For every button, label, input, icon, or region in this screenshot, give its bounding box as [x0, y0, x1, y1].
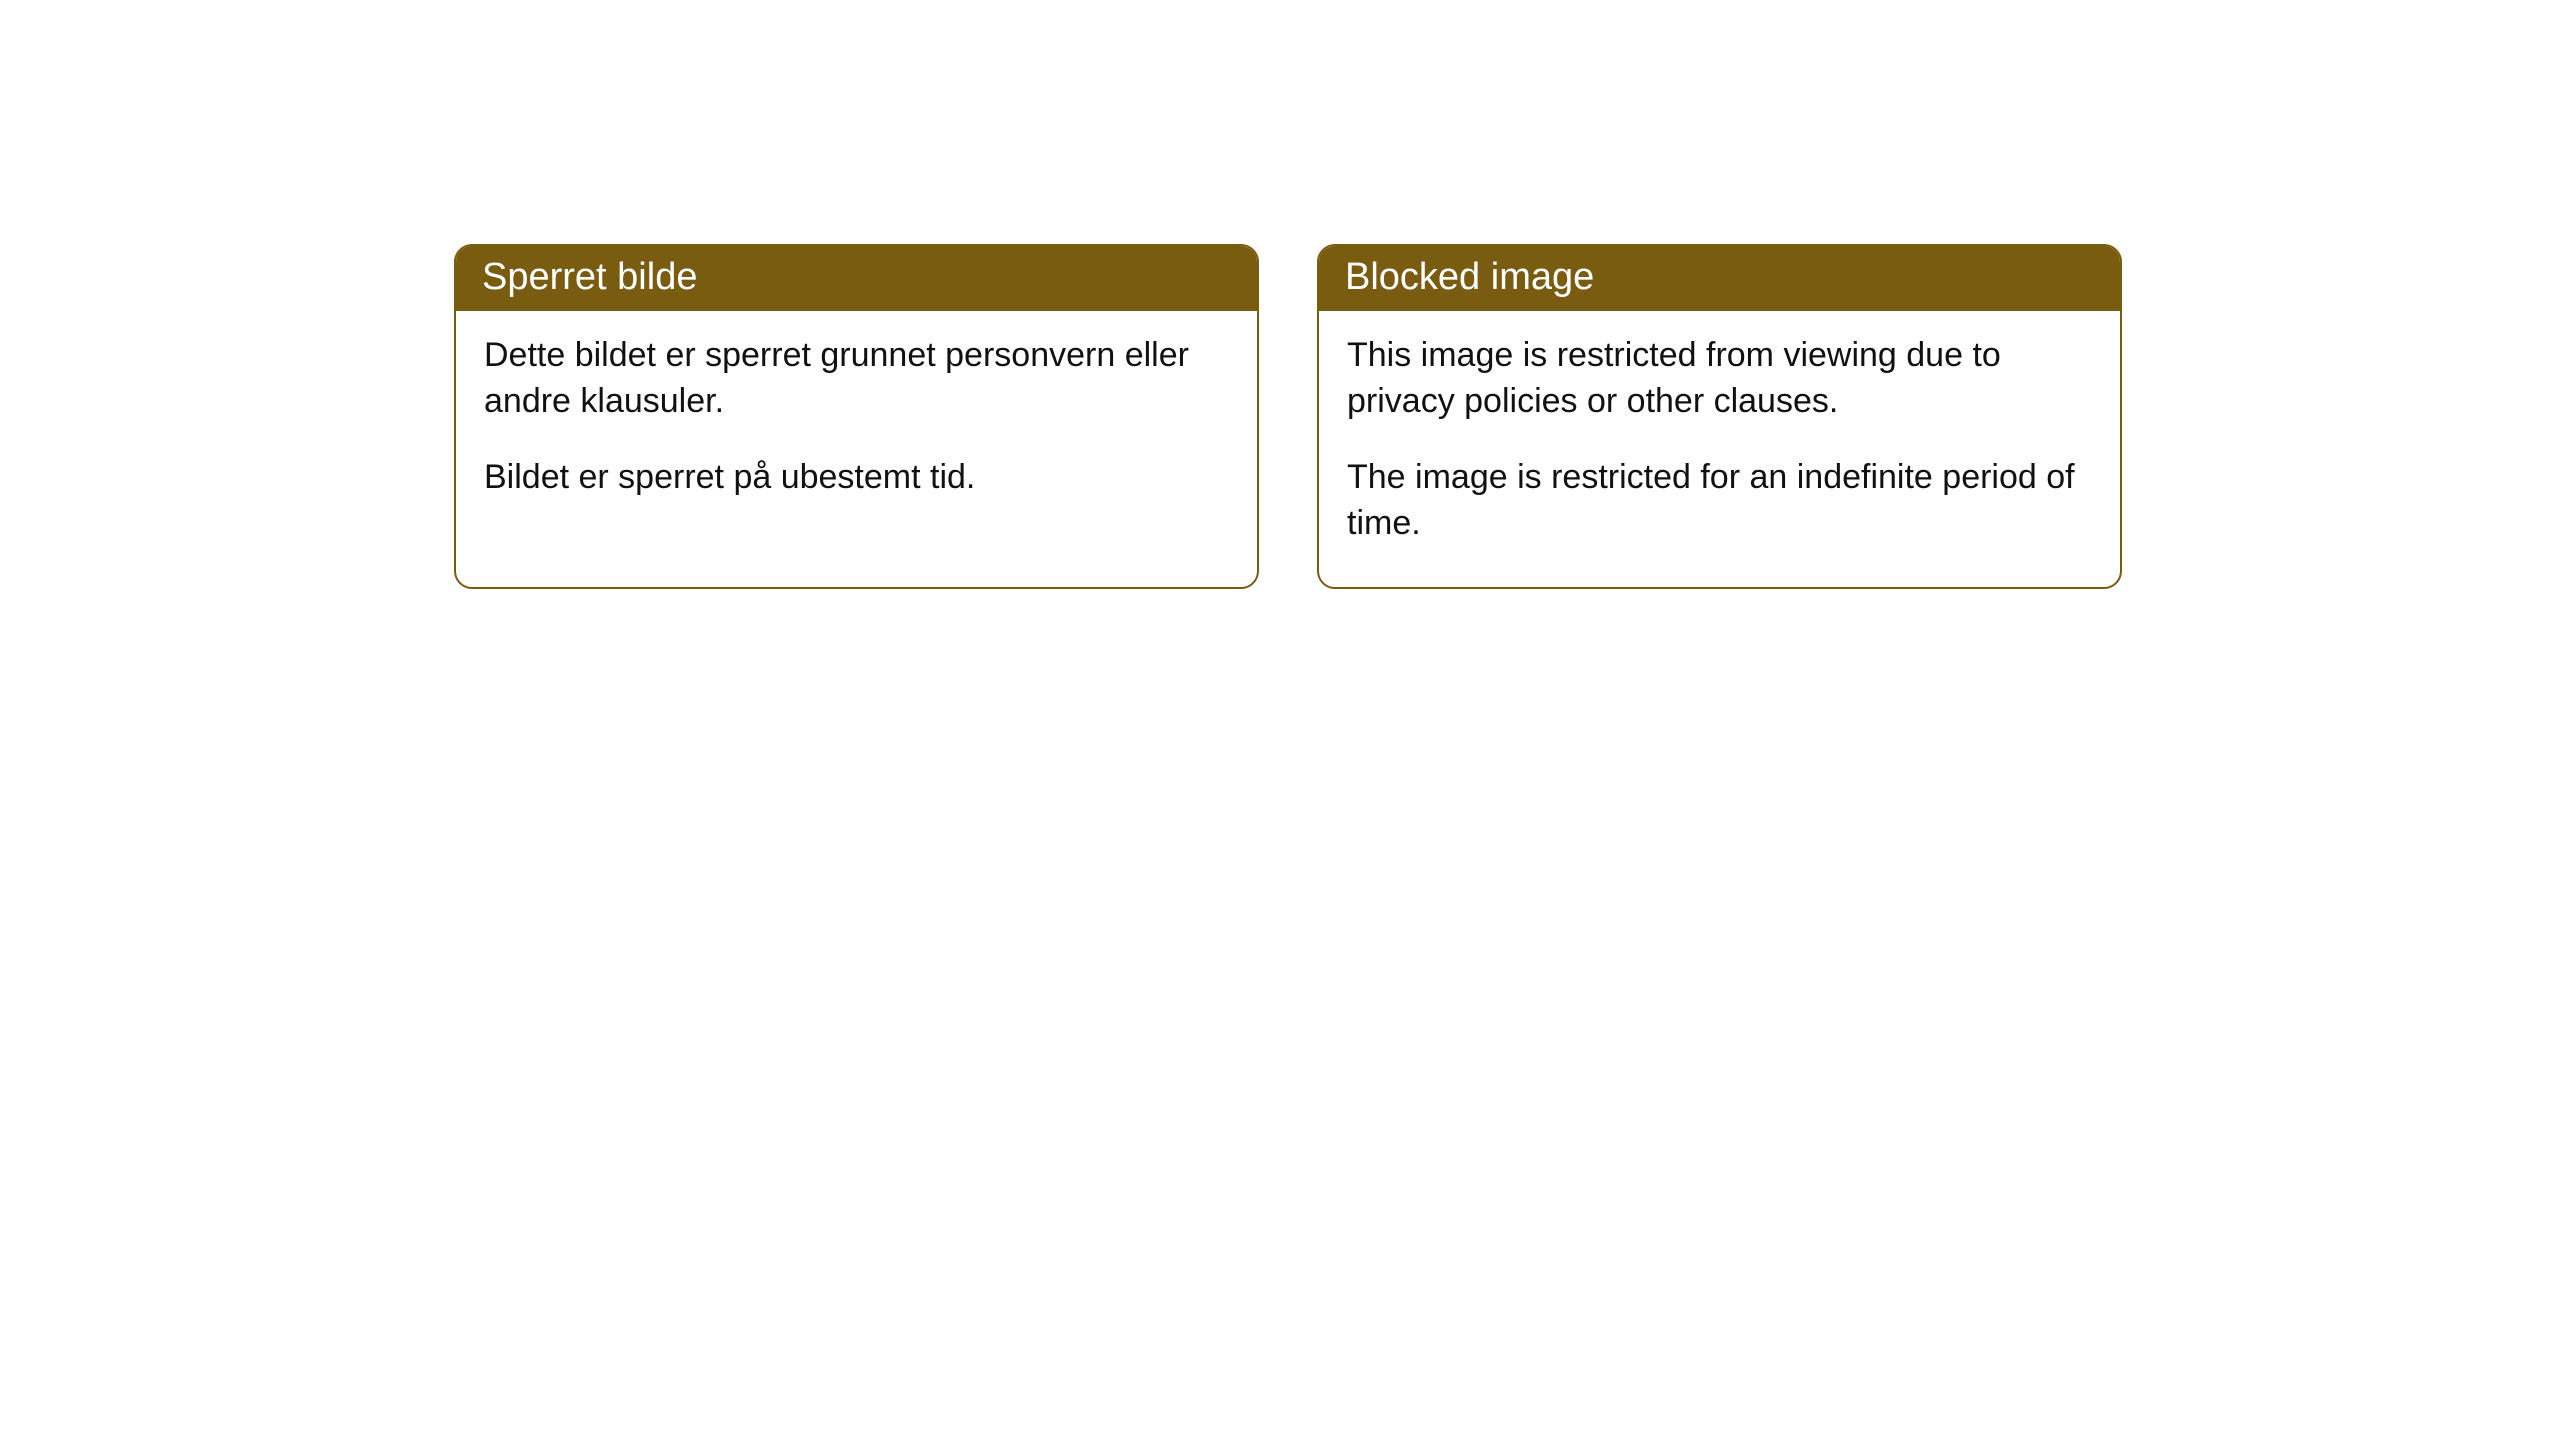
card-text-line: This image is restricted from viewing du…	[1347, 333, 2092, 425]
blocked-image-card-en: Blocked image This image is restricted f…	[1317, 244, 2122, 589]
card-body: Dette bildet er sperret grunnet personve…	[456, 311, 1257, 541]
card-title: Blocked image	[1345, 256, 1594, 298]
card-header: Sperret bilde	[456, 246, 1257, 311]
card-title: Sperret bilde	[482, 256, 697, 298]
card-body: This image is restricted from viewing du…	[1319, 311, 2120, 587]
notice-cards-row: Sperret bilde Dette bildet er sperret gr…	[454, 244, 2122, 589]
blocked-image-card-no: Sperret bilde Dette bildet er sperret gr…	[454, 244, 1259, 589]
card-header: Blocked image	[1319, 246, 2120, 311]
card-text-line: Bildet er sperret på ubestemt tid.	[484, 455, 1229, 501]
card-text-line: The image is restricted for an indefinit…	[1347, 455, 2092, 547]
card-text-line: Dette bildet er sperret grunnet personve…	[484, 333, 1229, 425]
